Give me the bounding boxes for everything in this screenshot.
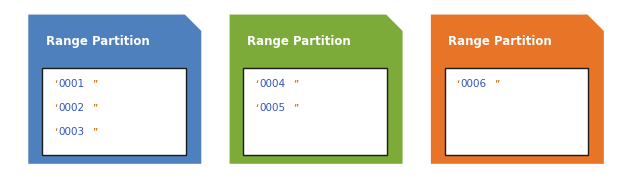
Text: ‘: ‘ <box>255 103 259 113</box>
Text: 0004: 0004 <box>259 79 286 89</box>
Bar <box>42 68 186 155</box>
Text: ”: ” <box>92 79 97 89</box>
Polygon shape <box>431 15 604 164</box>
Text: 0001: 0001 <box>58 79 84 89</box>
Text: ”: ” <box>293 103 298 113</box>
Text: 0002: 0002 <box>58 103 84 113</box>
Text: ”: ” <box>92 127 97 137</box>
Text: ‘: ‘ <box>53 127 57 137</box>
Text: ‘: ‘ <box>53 79 57 89</box>
Text: Range Partition: Range Partition <box>46 35 149 48</box>
Polygon shape <box>230 15 403 164</box>
Text: 0006: 0006 <box>460 79 487 89</box>
Text: 0003: 0003 <box>58 127 84 137</box>
Text: Range Partition: Range Partition <box>448 35 552 48</box>
Text: 0005: 0005 <box>259 103 286 113</box>
Bar <box>445 68 588 155</box>
Text: Range Partition: Range Partition <box>247 35 350 48</box>
Text: ‘: ‘ <box>456 79 460 89</box>
Text: ”: ” <box>92 103 97 113</box>
Text: ‘: ‘ <box>53 103 57 113</box>
Bar <box>243 68 387 155</box>
Polygon shape <box>28 15 201 164</box>
Text: ”: ” <box>494 79 499 89</box>
Text: ”: ” <box>293 79 298 89</box>
Text: ‘: ‘ <box>255 79 259 89</box>
